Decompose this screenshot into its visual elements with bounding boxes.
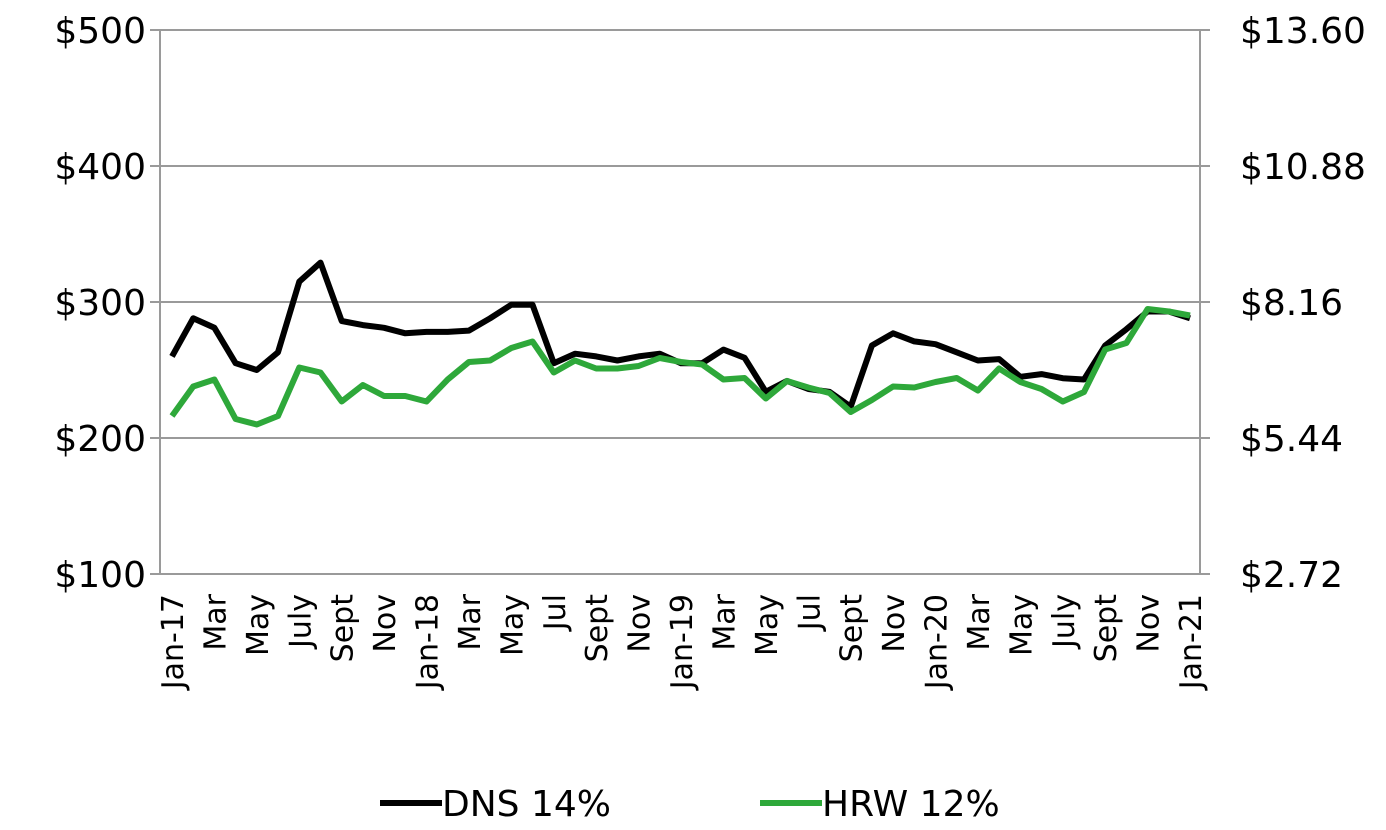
y-tick-label: $300 [54,283,146,324]
x-tick-label: Mar [707,593,742,650]
legend-label: DNS 14% [442,784,611,825]
x-tick-label: Sept [580,594,615,663]
y2-tick-label: $8.16 [1240,283,1343,324]
x-tick-label: Nov [877,594,912,653]
x-tick-label: May [750,594,785,656]
x-tick-label: July [283,594,318,650]
y2-tick-label: $10.88 [1240,147,1366,188]
x-tick-label: May [241,594,276,656]
x-tick-label: Jan-21 [1174,594,1209,691]
x-tick-label: Sept [1089,594,1124,663]
x-tick-label: May [495,594,530,656]
x-tick-label: Jul [538,594,573,632]
x-tick-label: Jan-19 [665,594,700,691]
x-tick-label: Nov [368,594,403,653]
x-tick-label: Mar [962,593,997,650]
x-tick-label: Jan-17 [156,594,191,691]
x-tick-label: May [1004,594,1039,656]
x-tick-label: Mar [453,593,488,650]
x-tick-label: Nov [623,594,658,653]
x-tick-label: Jan-18 [411,594,446,691]
x-tick-label: Jan-20 [920,594,955,691]
x-tick-label: Sept [835,594,870,663]
y2-tick-label: $2.72 [1240,555,1343,596]
y-tick-label: $500 [54,11,146,52]
legend-label: HRW 12% [822,784,1000,825]
x-tick-label: Mar [198,593,233,650]
series-line [169,306,1191,428]
x-tick-label: July [1047,594,1082,650]
x-tick-label: Sept [326,594,361,663]
y-tick-label: $200 [54,419,146,460]
y-tick-label: $400 [54,147,146,188]
x-tick-label: Jul [792,594,827,632]
x-tick-label: Nov [1132,594,1167,653]
y-tick-label: $100 [54,555,146,596]
y2-tick-label: $5.44 [1240,419,1343,460]
y2-tick-label: $13.60 [1240,11,1366,52]
